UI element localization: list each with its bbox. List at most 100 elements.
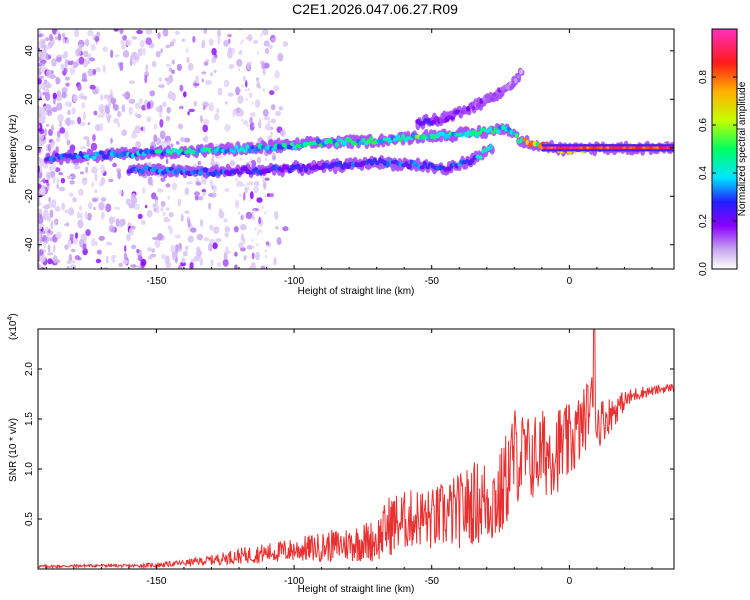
x-tick-label: -150 [146,576,166,587]
noise-speckle [39,226,42,230]
noise-speckle [188,108,195,113]
noise-speckle [262,88,266,92]
noise-speckle [113,117,119,124]
noise-speckle [110,49,114,59]
noise-speckle [156,205,160,214]
noise-speckle [45,45,51,50]
ridge-blob [91,155,97,160]
ridge-blob [358,140,363,145]
noise-speckle [80,146,87,150]
noise-speckle [137,49,143,57]
colorbar-tick-label: 0.2 [698,214,709,228]
ridge-blob [468,102,474,108]
noise-speckle [53,219,59,224]
noise-speckle [126,233,131,242]
noise-speckle [246,182,249,186]
ridge-blob [400,133,406,140]
noise-speckle [123,252,128,260]
noise-speckle [272,156,276,160]
spectrogram-frame [37,28,675,270]
noise-speckle [274,70,280,79]
ridge-blob [445,133,451,139]
noise-speckle [117,122,121,128]
ridge-blob [655,146,660,150]
noise-speckle [136,264,141,269]
noise-speckle [273,257,277,266]
noise-speckle [77,219,84,229]
noise-speckle [130,196,138,205]
noise-speckle [215,108,220,114]
noise-speckle [47,244,51,253]
noise-speckle [251,211,254,220]
noise-speckle [55,231,62,239]
noise-speckle [240,50,243,54]
noise-speckle [239,247,246,252]
noise-speckle [92,133,96,142]
noise-speckle [87,29,94,37]
noise-speckle [153,123,158,130]
ridge-main-core [539,144,674,152]
noise-speckle [100,211,105,219]
noise-speckle [180,136,186,143]
noise-speckle [175,244,179,254]
noise-speckle [129,57,133,67]
noise-speckle [54,167,61,173]
noise-speckle [61,87,68,94]
noise-speckle [179,84,184,92]
ridge-blob [632,146,637,150]
noise-speckle [64,223,70,227]
noise-speckle [211,56,217,64]
noise-speckle [108,216,114,225]
ridge-blob [495,129,501,135]
noise-speckle [147,247,153,252]
ridge-blob [332,138,337,145]
noise-speckle [38,183,42,189]
ridge-blob [372,157,377,163]
noise-speckle [235,177,238,182]
noise-speckle [119,29,124,35]
noise-speckle [38,137,42,141]
noise-speckle [181,38,186,42]
noise-speckle [122,259,129,265]
noise-speckle [177,264,183,269]
noise-speckle [213,69,217,74]
noise-speckle [38,91,41,99]
noise-speckle [203,237,210,242]
noise-speckle [184,245,189,251]
y-tick-label: 1.0 [24,462,35,476]
noise-speckle [59,127,66,134]
ridge-blob [490,130,496,135]
spectrogram-y-axis-label: Frequency (Hz) [8,115,19,184]
ridge-blob [298,166,303,173]
noise-speckle [39,188,46,196]
noise-speckle [92,88,99,95]
noise-speckle [210,259,214,267]
ridge-blob [638,146,644,150]
spectrogram-marks [38,29,674,269]
snr-y-multiplier: (x104) [7,313,19,340]
noise-speckle [96,31,101,38]
noise-speckle [223,217,228,223]
noise-speckle [94,172,98,182]
noise-speckle [122,49,130,58]
noise-speckle [145,37,153,46]
noise-speckle [253,209,256,213]
noise-speckle [232,109,236,118]
noise-speckle [210,72,213,77]
noise-speckle [159,130,166,140]
noise-speckle [253,141,256,145]
noise-speckle [213,185,217,193]
noise-speckle [91,238,96,247]
noise-speckle [279,130,285,136]
noise-speckle [223,39,229,47]
noise-speckle [247,87,250,91]
noise-speckle [71,107,76,115]
noise-speckle [259,61,262,65]
noise-speckle [48,196,52,203]
noise-speckle [121,44,126,50]
ridge-blob [241,148,248,153]
noise-speckle [56,177,60,185]
noise-speckle [118,190,123,196]
noise-speckle [66,117,71,127]
